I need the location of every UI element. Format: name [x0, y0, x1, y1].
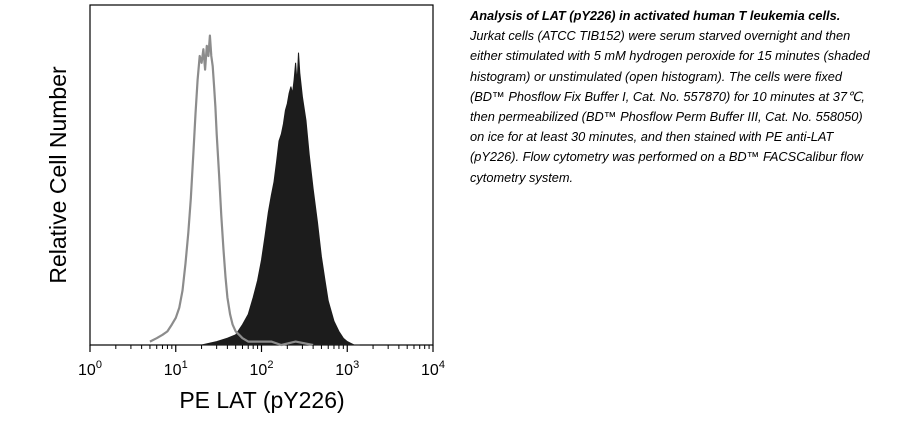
x-tick-label: 102 — [250, 359, 274, 379]
unstimulated-histogram-open — [149, 34, 314, 347]
x-tick-label: 100 — [78, 359, 102, 379]
stimulated-histogram-filled — [201, 52, 360, 346]
x-tick-label: 104 — [421, 359, 445, 379]
series-layer — [149, 34, 360, 347]
x-axis-ticks: 100 101 102 103 104 — [78, 345, 445, 379]
caption-body: Jurkat cells (ATCC TIB152) were serum st… — [470, 28, 870, 185]
caption-title: Analysis of LAT (pY226) in activated hum… — [470, 8, 841, 23]
x-tick-label: 101 — [164, 359, 188, 379]
y-axis-label: Relative Cell Number — [45, 66, 71, 284]
figure-caption: Analysis of LAT (pY226) in activated hum… — [470, 6, 870, 188]
x-axis-label: PE LAT (pY226) — [179, 387, 344, 413]
x-tick-label: 103 — [335, 359, 359, 379]
